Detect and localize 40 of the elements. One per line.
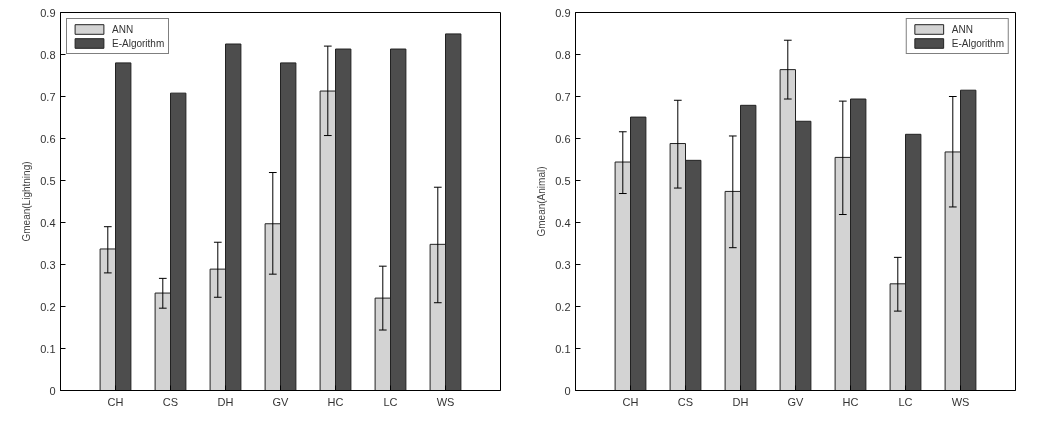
x-tick-label: LC [898,395,913,408]
legend-label: ANN [112,23,134,35]
x-tick-label: HC [842,395,859,408]
y-tick-label: 0.2 [40,300,56,313]
x-tick-label: GV [787,395,805,408]
y-tick-label: 0.3 [40,258,56,271]
y-tick-label: 0.1 [40,342,56,355]
x-tick-label: HC [327,395,344,408]
y-tick-label: 0.6 [40,132,56,145]
y-tick-label: 0.7 [555,90,571,103]
y-tick-label: 0 [49,384,56,397]
legend-label: E-Algorithm [112,37,165,49]
x-tick-label: WS [436,395,455,408]
x-tick-label: DH [217,395,234,408]
legend-label: ANN [951,23,973,35]
y-tick-label: 0.3 [555,258,571,271]
y-tick-label: 0.9 [555,6,571,19]
y-tick-label: 0.9 [40,6,56,19]
y-tick-label: 0.8 [40,48,56,61]
x-tick-label: CH [107,395,124,408]
y-axis-title: Gmean(Animal) [536,166,548,237]
y-tick-label: 0.2 [555,300,571,313]
y-tick-label: 0.5 [40,174,56,187]
x-tick-label: CS [677,395,694,408]
x-tick-label: CS [162,395,179,408]
legend-label: E-Algorithm [951,37,1004,49]
x-tick-label: CH [622,395,639,408]
y-tick-label: 0.1 [555,342,571,355]
y-tick-label: 0 [564,384,571,397]
y-tick-label: 0.4 [555,216,571,229]
x-tick-label: GV [272,395,290,408]
x-tick-label: LC [383,395,398,408]
y-tick-label: 0.6 [555,132,571,145]
y-tick-label: 0.5 [555,174,571,187]
x-tick-label: DH [732,395,749,408]
y-tick-label: 0.7 [40,90,56,103]
x-tick-label: WS [951,395,970,408]
y-axis-title: Gmean(Lightning) [21,161,33,242]
y-tick-label: 0.8 [555,48,571,61]
y-tick-label: 0.4 [40,216,56,229]
